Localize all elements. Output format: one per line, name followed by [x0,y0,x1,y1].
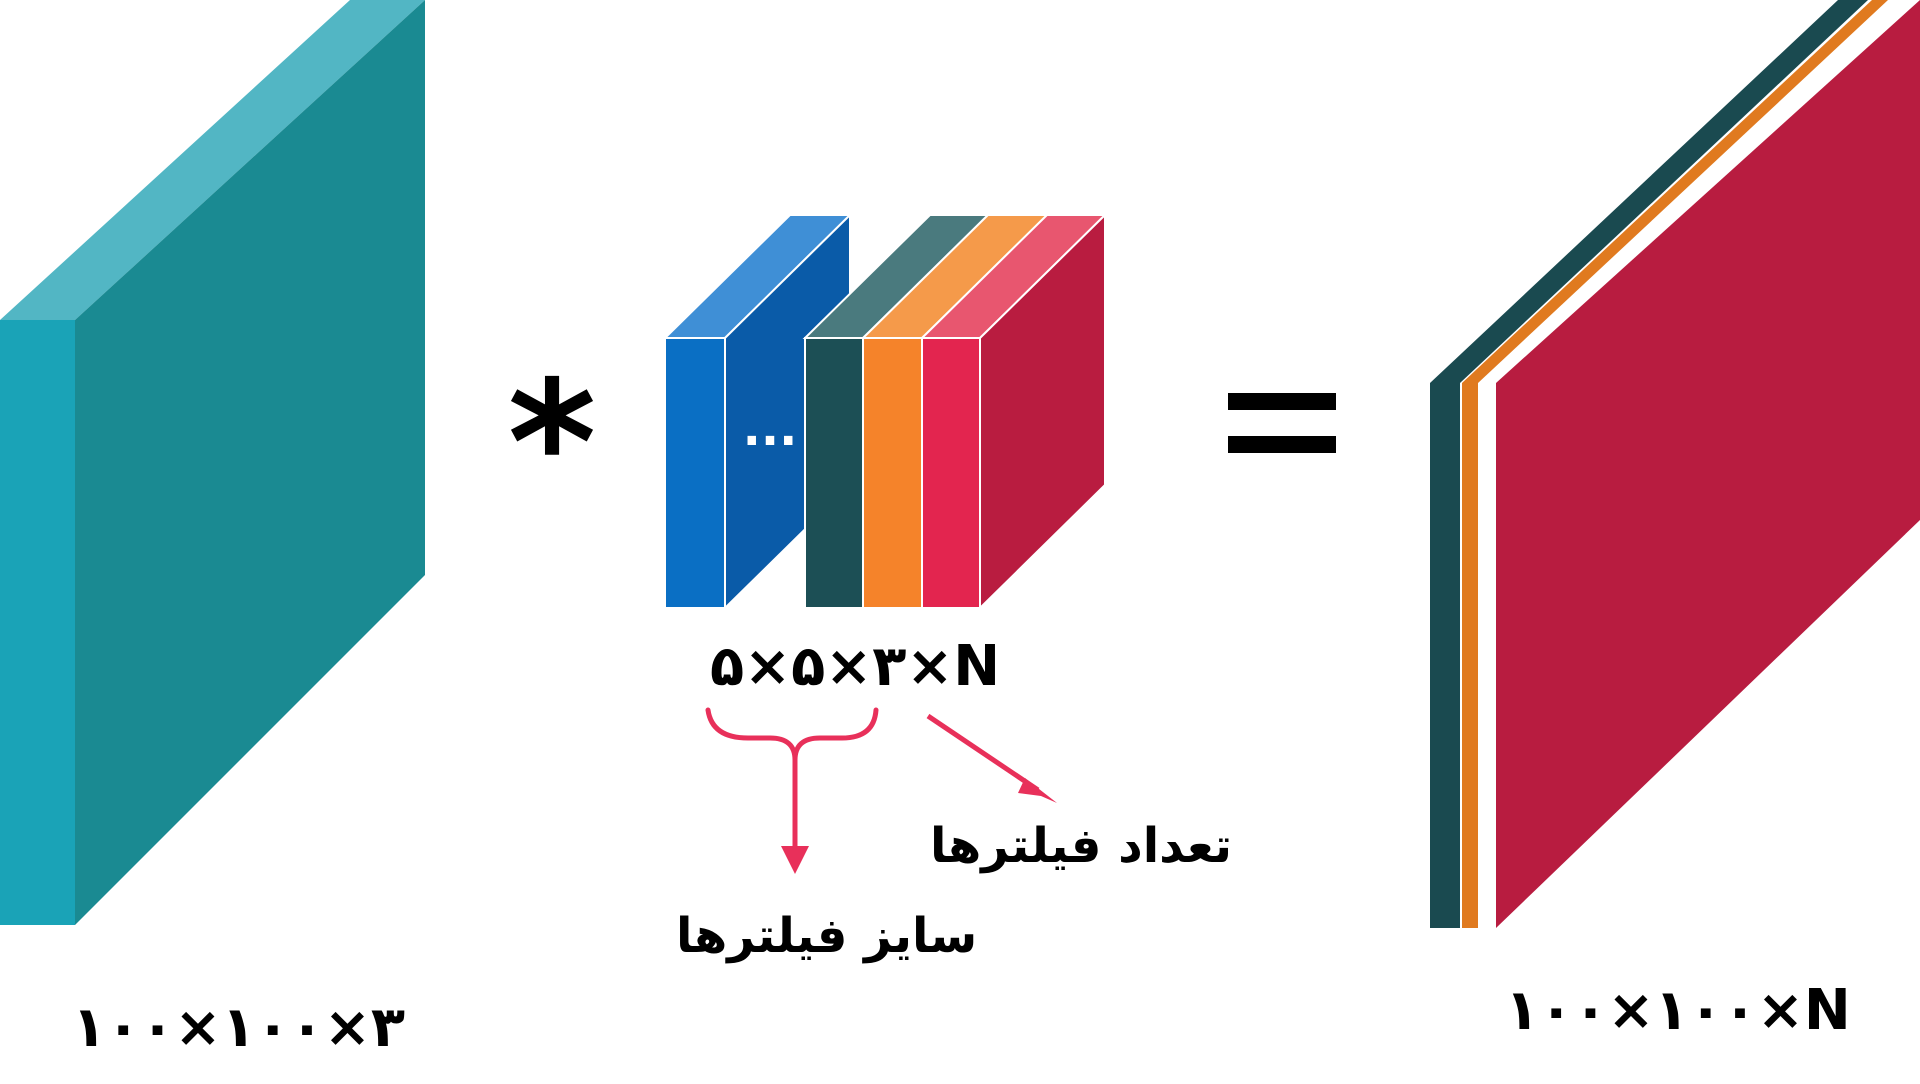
filter-size-caption: سایز فیلترها [676,908,978,964]
output-layer-dark [1430,0,1868,928]
input-top-face [0,0,425,320]
output-layer-orange [1462,0,1888,928]
filter-dims-label: ۵×۵×۳×N [710,634,1001,699]
output-dims-label: ۱۰۰×۱۰۰×N [1505,978,1851,1043]
input-dims-label: ۱۰۰×۱۰۰×۳ [72,995,406,1060]
filter-count-caption: تعداد فیلترها [930,818,1233,874]
output-layer-red [1496,0,1920,928]
filter-stack: ... [662,212,1108,611]
size-arrow-head [781,846,809,874]
count-arrow-head [1018,778,1057,803]
filter-orange-front [862,337,923,609]
filter-blue-front [664,337,726,609]
equals-bar-bottom [1228,436,1336,453]
filter-red-front [921,337,981,609]
input-front-face [75,0,425,925]
size-brace [705,707,879,761]
filter-green-front [804,337,864,609]
annotation-arrows [705,707,1057,874]
equals-operator [1228,393,1336,453]
convolution-operator: * [508,345,597,543]
output-volume [1430,0,1920,928]
input-volume [0,0,425,925]
count-arrow [926,713,1040,793]
equals-bar-top [1228,393,1336,410]
input-side-face [0,320,75,925]
filter-ellipsis: ... [743,401,798,457]
